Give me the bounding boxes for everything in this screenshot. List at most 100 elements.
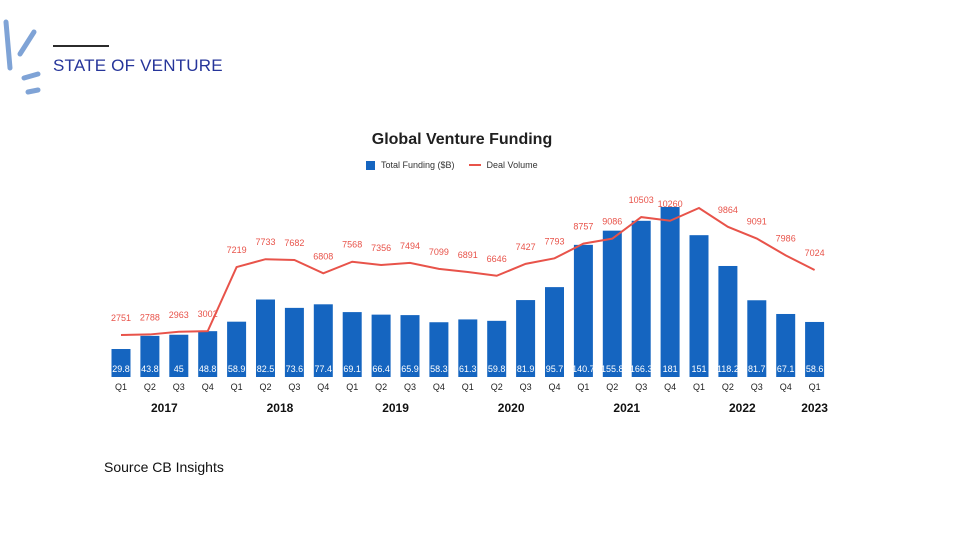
bar-2: [169, 334, 189, 377]
line-label-2: 2963: [169, 310, 189, 320]
legend-label-funding: Total Funding ($B): [381, 160, 455, 170]
source-note: Source CB Insights: [104, 459, 224, 475]
year-label-2022: 2022: [729, 401, 756, 415]
bar-label-24: 58.6: [806, 364, 824, 374]
x-tick-label-11: Q4: [433, 382, 445, 392]
header-rule: [53, 45, 109, 47]
bar-6: [284, 307, 304, 377]
x-tick-label-19: Q4: [664, 382, 676, 392]
bar-18: [631, 220, 651, 377]
bar-10: [400, 315, 420, 377]
x-tick-label-1: Q2: [144, 382, 156, 392]
x-tick-label-14: Q3: [520, 382, 532, 392]
bar-17: [602, 230, 622, 377]
x-tick-label-0: Q1: [115, 382, 127, 392]
year-label-2019: 2019: [382, 401, 409, 415]
bar-22: [747, 300, 767, 377]
line-label-9: 7356: [371, 243, 391, 253]
legend-item-deals: Deal Volume: [468, 160, 538, 170]
bar-23: [776, 313, 796, 377]
year-label-2020: 2020: [498, 401, 525, 415]
bar-19: [660, 207, 680, 377]
x-tick-label-16: Q1: [577, 382, 589, 392]
bar-label-17: 155.8: [601, 364, 624, 374]
bar-label-12: 61.3: [459, 364, 477, 374]
bar-label-8: 69.1: [343, 364, 361, 374]
line-label-19: 10260: [658, 199, 683, 209]
line-label-0: 2751: [111, 313, 131, 323]
x-tick-label-8: Q1: [346, 382, 358, 392]
bar-15: [545, 287, 564, 377]
line-label-24: 7024: [805, 248, 825, 258]
line-label-6: 7682: [284, 238, 304, 248]
year-label-2021: 2021: [613, 401, 640, 415]
line-label-17: 9086: [602, 217, 622, 227]
line-label-5: 7733: [255, 237, 275, 247]
bar-label-3: 48.8: [199, 364, 217, 374]
brand-logo-icon: [3, 19, 41, 95]
bar-16: [573, 244, 593, 377]
line-label-16: 8757: [573, 222, 593, 232]
line-label-11: 7099: [429, 247, 449, 257]
bar-label-5: 82.5: [257, 364, 275, 374]
chart-title: Global Venture Funding: [371, 131, 553, 148]
x-tick-label-23: Q4: [780, 382, 792, 392]
x-tick-label-24: Q1: [809, 382, 821, 392]
legend-item-funding: Total Funding ($B): [366, 160, 455, 170]
bar-13: [487, 320, 507, 377]
legend-swatch-bar: [366, 160, 375, 170]
x-tick-label-2: Q3: [173, 382, 185, 392]
bar-label-18: 166.3: [630, 364, 653, 374]
deal-volume-line: [120, 206, 816, 336]
x-tick-label-13: Q2: [491, 382, 503, 392]
page-title: STATE OF VENTURE: [53, 56, 223, 75]
bar-3: [198, 331, 218, 377]
bar-8: [342, 312, 362, 377]
bar-4: [227, 321, 247, 377]
year-label-2023: 2023: [801, 401, 828, 415]
x-tick-label-18: Q3: [635, 382, 647, 392]
line-label-4: 7219: [227, 245, 247, 255]
bar-label-10: 65.9: [401, 364, 419, 374]
x-tick-label-4: Q1: [231, 382, 243, 392]
line-label-15: 7793: [544, 236, 564, 246]
x-tick-label-10: Q3: [404, 382, 416, 392]
bar-label-16: 140.7: [572, 364, 595, 374]
line-label-10: 7494: [400, 241, 420, 251]
bar-21: [718, 265, 738, 377]
line-label-1: 2788: [140, 312, 160, 322]
x-tick-label-12: Q1: [462, 382, 474, 392]
x-tick-label-15: Q4: [548, 382, 560, 392]
x-tick-label-20: Q1: [693, 382, 705, 392]
x-tick-label-21: Q2: [722, 382, 734, 392]
bar-label-19: 181: [663, 364, 678, 374]
bar-label-1: 43.8: [141, 364, 159, 374]
bar-label-14: 81.9: [517, 364, 535, 374]
bar-label-0: 29.8: [112, 364, 130, 374]
line-label-13: 6646: [487, 254, 507, 264]
chart-legend: Total Funding ($B) Deal Volume: [366, 160, 552, 170]
bar-label-23: 67.1: [777, 364, 795, 374]
bar-12: [458, 319, 478, 377]
bar-24: [805, 321, 825, 377]
legend-label-deals: Deal Volume: [486, 160, 538, 170]
bar-label-13: 59.8: [488, 364, 506, 374]
bar-label-21: 118.2: [717, 364, 739, 374]
line-label-22: 9091: [747, 217, 767, 227]
year-label-2018: 2018: [267, 401, 294, 415]
x-tick-label-7: Q4: [317, 382, 329, 392]
x-tick-label-5: Q2: [259, 382, 271, 392]
bar-label-4: 58.9: [228, 364, 246, 374]
line-label-7: 6808: [313, 251, 333, 261]
bar-label-9: 66.4: [372, 364, 390, 374]
line-label-3: 3002: [198, 309, 218, 319]
bar-label-15: 95.7: [546, 364, 564, 374]
line-label-14: 7427: [516, 242, 536, 252]
bar-label-11: 58.3: [430, 364, 448, 374]
x-tick-label-6: Q3: [288, 382, 300, 392]
bar-label-22: 81.7: [748, 364, 766, 374]
x-tick-label-3: Q4: [202, 382, 214, 392]
bar-label-20: 151: [691, 364, 706, 374]
bar-20: [689, 235, 709, 377]
